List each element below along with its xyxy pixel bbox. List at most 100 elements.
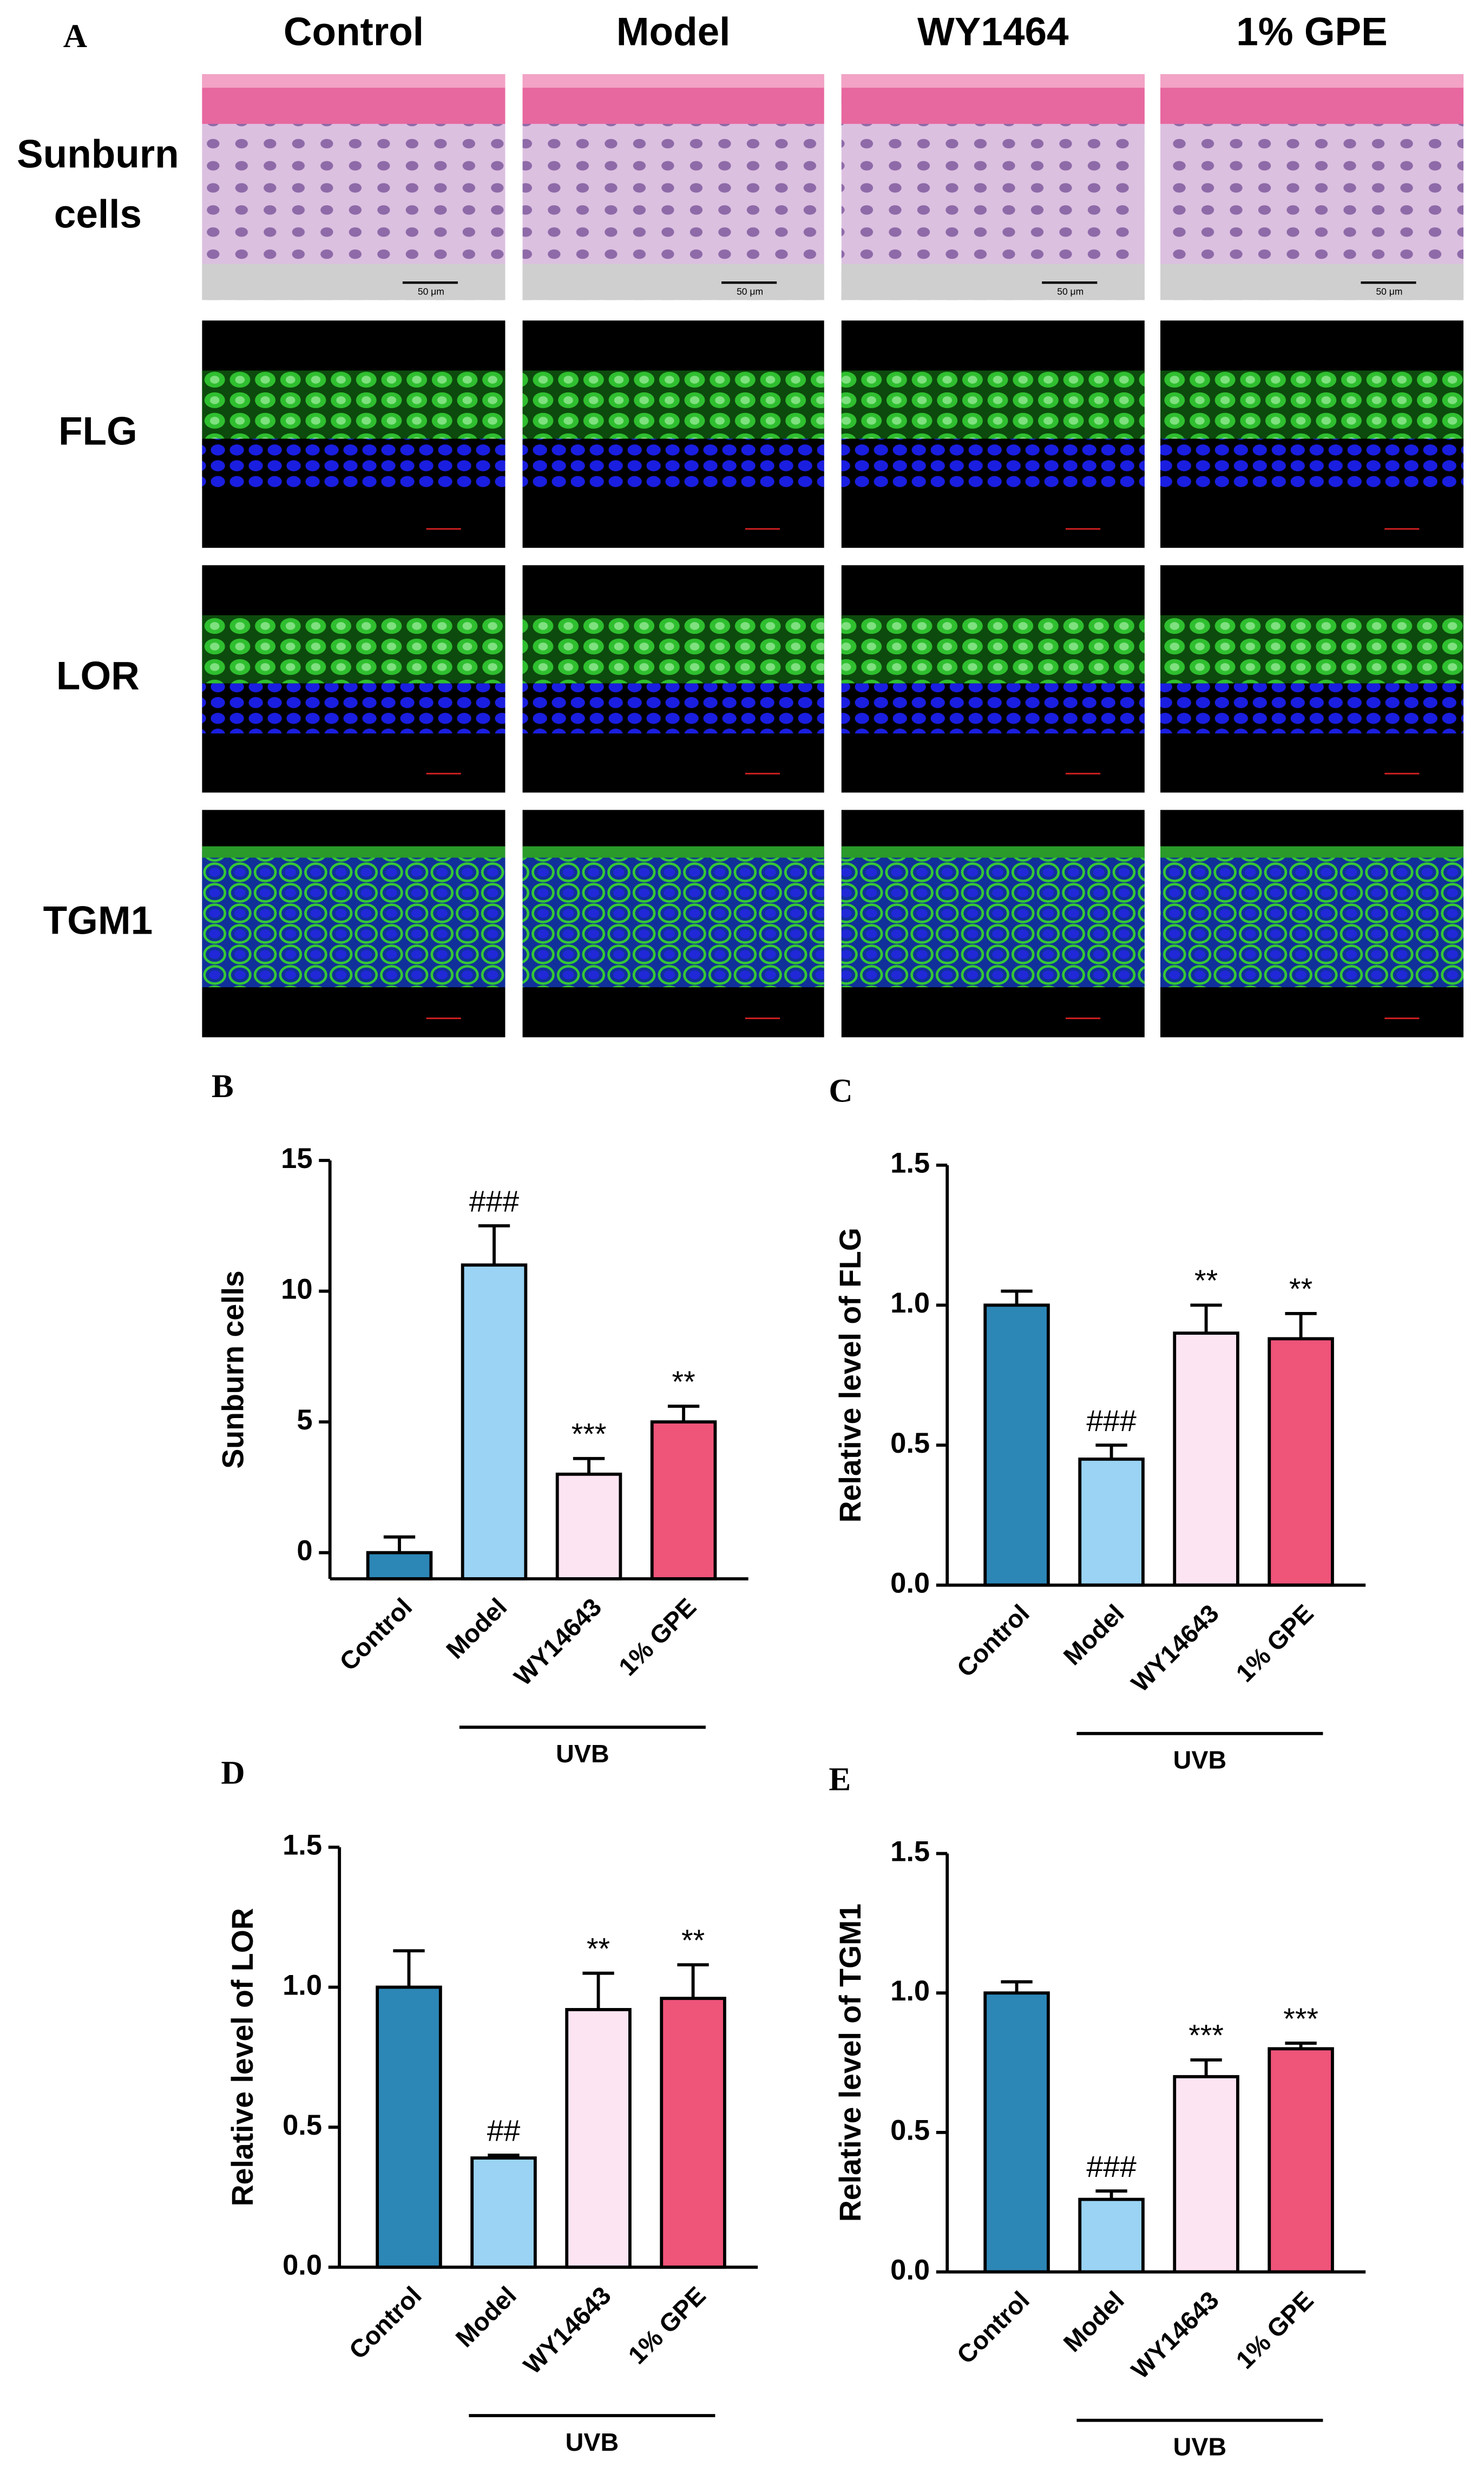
micrograph	[841, 565, 1145, 793]
nuclei-layer	[841, 438, 1145, 489]
bar	[461, 1263, 528, 1580]
y-tick-label: 1.0	[890, 1287, 930, 1319]
bar	[1268, 2047, 1334, 2274]
micrograph	[522, 565, 824, 793]
surface	[841, 846, 1145, 858]
x-tick-label: Model	[1058, 2286, 1130, 2357]
membrane	[841, 264, 1145, 300]
green-layer	[522, 370, 824, 439]
y-tick-label: 0.0	[890, 1567, 930, 1599]
y-tick-label: 1.5	[890, 1147, 930, 1179]
membrane	[1160, 264, 1464, 300]
y-tick-label: 1.0	[890, 1975, 930, 2007]
scale-bar-label: 50 μm	[1057, 286, 1084, 297]
tgm1-layer	[1160, 851, 1464, 988]
micrograph: 50 μm	[1160, 74, 1464, 300]
significance-label: **	[587, 1932, 610, 1965]
scale-bar-label: 50 μm	[418, 286, 444, 297]
group-label: UVB	[566, 2428, 619, 2456]
nuclei-layer	[202, 438, 505, 489]
surface	[522, 846, 824, 858]
membrane	[522, 264, 824, 300]
surface	[1160, 846, 1464, 858]
y-tick-label: 0.5	[890, 2115, 930, 2147]
x-tick-label: Model	[441, 1593, 512, 1664]
significance-label: ***	[1188, 2019, 1224, 2052]
micrograph	[522, 320, 824, 548]
green-layer	[1160, 370, 1464, 439]
tgm1-layer	[202, 851, 505, 988]
micrograph	[841, 320, 1145, 548]
x-tick-label: 1% GPE	[1231, 2286, 1319, 2374]
significance-label: ***	[572, 1418, 607, 1451]
green-layer	[522, 615, 824, 684]
column-header: Control	[284, 10, 424, 54]
panel-letter: E	[829, 1761, 851, 1797]
green-layer	[841, 370, 1145, 439]
bar	[1078, 1457, 1145, 1587]
y-tick-label: 1.5	[890, 1835, 930, 1867]
micrograph: 50 μm	[202, 74, 505, 300]
x-tick-label: Control	[344, 2281, 427, 2364]
column-header: WY1464	[917, 10, 1069, 54]
significance-label: **	[672, 1365, 695, 1399]
surface	[202, 846, 505, 858]
scale-bar-label: 50 μm	[1376, 286, 1402, 297]
bar	[1173, 1331, 1239, 1587]
bar	[1268, 1337, 1334, 1587]
significance-label: **	[681, 1924, 705, 1957]
micrograph	[841, 810, 1145, 1038]
x-tick-label: WY14643	[509, 1593, 607, 1691]
bar	[366, 1551, 433, 1580]
y-axis-label: Sunburn cells	[216, 1270, 249, 1468]
green-layer	[202, 615, 505, 684]
y-tick-label: 1.0	[283, 1969, 322, 2001]
x-tick-label: 1% GPE	[1231, 1599, 1319, 1687]
y-tick-label: 0.0	[890, 2254, 930, 2286]
bar	[650, 1420, 717, 1580]
micrograph	[1160, 810, 1464, 1038]
micrograph	[202, 810, 505, 1038]
y-tick-label: 0.5	[283, 2109, 322, 2141]
row-label: LOR	[56, 654, 140, 698]
micrograph-panel: 50 μm 50 μm 50 μm 50 μm	[202, 74, 1464, 1038]
micrograph	[202, 320, 505, 548]
y-tick-label: 5	[297, 1404, 312, 1436]
significance-label: ###	[469, 1185, 520, 1218]
significance-label: ***	[1283, 2002, 1318, 2036]
bar	[1078, 2197, 1145, 2274]
membrane	[202, 264, 505, 300]
significance-label: ###	[1086, 2150, 1137, 2183]
x-tick-label: WY14643	[1126, 1599, 1224, 1697]
nuclei-layer	[841, 683, 1145, 734]
group-label: UVB	[556, 1740, 609, 1768]
green-layer	[1160, 615, 1464, 684]
column-header: 1% GPE	[1236, 10, 1388, 54]
bar	[660, 1997, 726, 2269]
stratum-corneum-light	[841, 74, 1145, 88]
x-tick-label: 1% GPE	[623, 2281, 711, 2369]
nuclei-layer	[1160, 438, 1464, 489]
stratum-corneum-light	[1160, 74, 1464, 88]
x-tick-label: 1% GPE	[613, 1593, 701, 1681]
nuclei-layer	[522, 683, 824, 734]
x-tick-label: Control	[334, 1593, 417, 1676]
bar	[565, 2007, 632, 2269]
scale-bar-label: 50 μm	[737, 286, 763, 297]
y-axis-label: Relative level of LOR	[226, 1908, 259, 2206]
bar	[1173, 2075, 1239, 2274]
stratum-corneum-light	[202, 74, 505, 88]
panel-letter: C	[829, 1073, 852, 1110]
x-tick-label: Control	[951, 2286, 1035, 2369]
row-label: TGM1	[43, 899, 153, 943]
bar	[983, 1991, 1050, 2274]
nuclei-layer	[202, 683, 505, 734]
x-tick-label: Model	[450, 2281, 522, 2352]
green-layer	[202, 370, 505, 439]
group-label: UVB	[1173, 2433, 1227, 2461]
x-tick-label: WY14643	[518, 2281, 616, 2379]
x-tick-label: Control	[951, 1599, 1035, 1682]
micrograph	[1160, 565, 1464, 793]
